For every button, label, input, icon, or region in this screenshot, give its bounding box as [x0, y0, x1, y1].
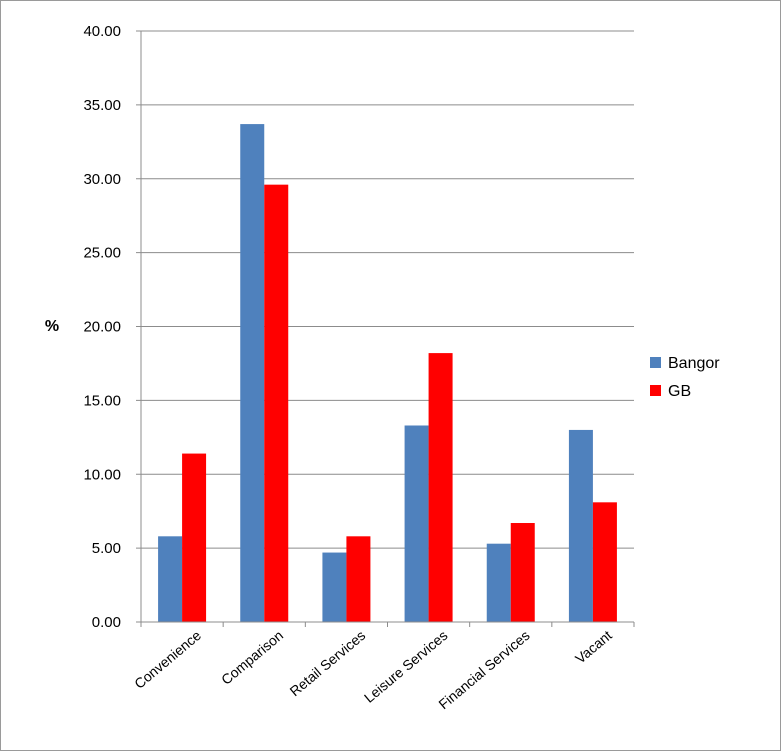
- bar-gb-vacant: [592, 502, 617, 622]
- y-tick-label: 40.00: [83, 23, 121, 40]
- gridlines: [136, 30, 634, 623]
- category-label: Retail Services: [287, 627, 369, 699]
- y-tick-label: 25.00: [83, 245, 121, 262]
- y-tick-label: 0.00: [92, 614, 121, 631]
- bar-bangor-leisure-services: [404, 425, 429, 622]
- bar-bangor-financial-services: [486, 543, 511, 622]
- x-axis-category-labels: Convenience Comparison Retail ServicesLeis…: [131, 627, 615, 712]
- bar-gb-convenience: [182, 453, 207, 622]
- bar-bangor-comparison: [240, 124, 265, 623]
- y-tick-label: 35.00: [83, 97, 121, 114]
- bar-gb-leisure-services: [428, 353, 453, 622]
- y-axis-label: %: [45, 318, 59, 335]
- bar-gb-comparison: [264, 184, 289, 622]
- legend-label-gb: GB: [668, 383, 691, 400]
- category-label: Financial Services: [435, 627, 532, 712]
- category-label: Convenience: [131, 627, 204, 692]
- y-axis-tick-labels: 0.00 5.00 10.00 15.00 20.00 25.00 30.00 35.00 40…: [83, 23, 121, 631]
- category-label: Vacant: [572, 627, 615, 667]
- legend-swatch-bangor: [650, 357, 661, 368]
- bars: [158, 124, 617, 623]
- category-label: Comparison: [218, 627, 286, 688]
- y-tick-label: 20.00: [83, 319, 121, 336]
- y-tick-label: 30.00: [83, 171, 121, 188]
- bar-gb-retail-services: [346, 536, 371, 622]
- category-label: Leisure Services: [361, 627, 451, 706]
- y-tick-label: 5.00: [92, 540, 121, 557]
- legend: Bangor GB: [650, 355, 720, 400]
- y-tick-label: 15.00: [83, 392, 121, 409]
- bar-gb-financial-services: [510, 523, 535, 622]
- bar-bangor-retail-services: [322, 552, 347, 622]
- legend-label-bangor: Bangor: [668, 355, 720, 372]
- bar-bangor-convenience: [158, 536, 183, 622]
- bar-bangor-vacant: [568, 429, 593, 622]
- y-tick-label: 10.00: [83, 466, 121, 483]
- axes: [140, 31, 635, 627]
- legend-swatch-gb: [650, 385, 661, 396]
